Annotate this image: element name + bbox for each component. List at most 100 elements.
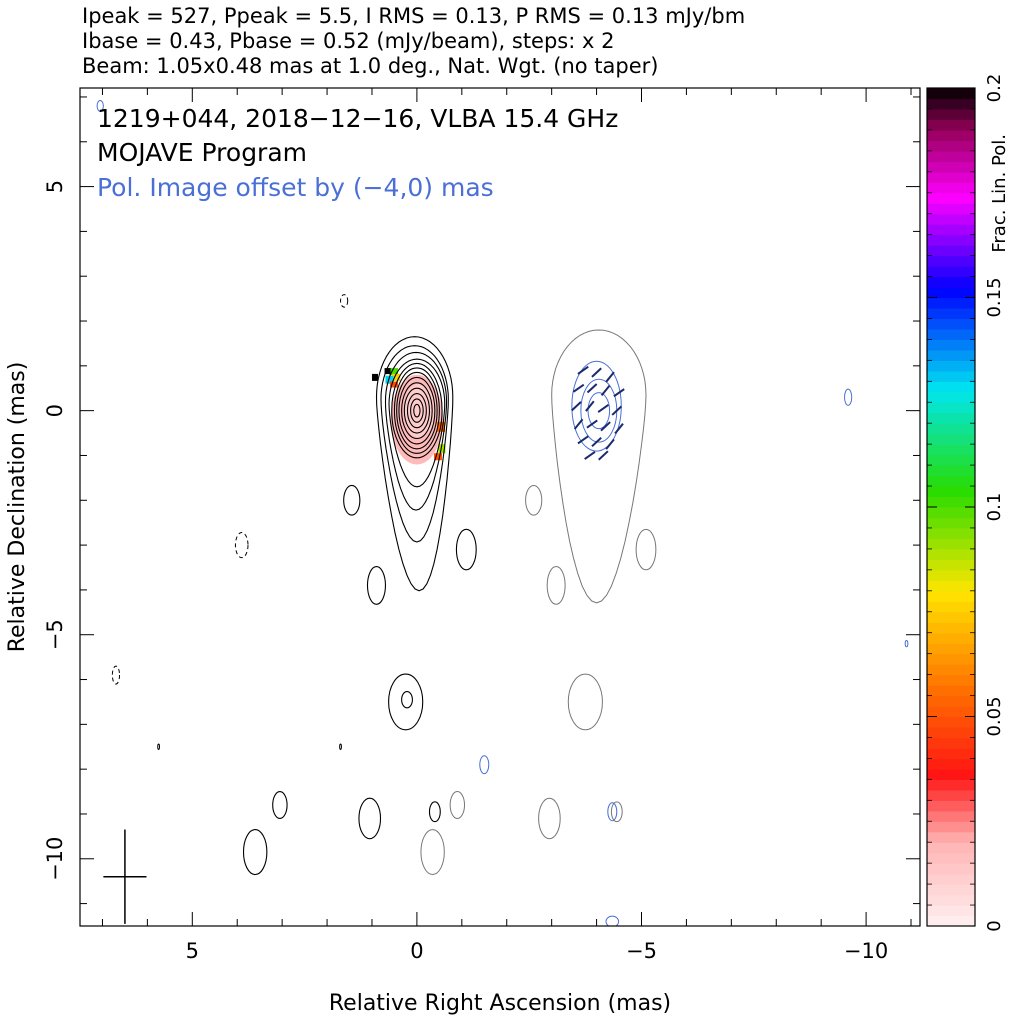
colorbar-step bbox=[927, 517, 975, 529]
colorbar-step bbox=[927, 266, 975, 278]
linear-polarization-contour-island bbox=[96, 100, 104, 112]
colorbar-step bbox=[927, 98, 975, 110]
colorbar-step bbox=[927, 287, 975, 299]
colorbar-step bbox=[927, 852, 975, 864]
colorbar-step bbox=[927, 297, 975, 309]
evpa-stick bbox=[611, 405, 623, 416]
colorbar-step bbox=[927, 307, 975, 320]
colorbar-step bbox=[927, 140, 975, 152]
polarization-contour-island bbox=[538, 797, 561, 840]
linear-polarization-contour-island bbox=[607, 802, 618, 822]
fracpol-core-inner bbox=[403, 383, 435, 438]
linear-polarization-contour-island bbox=[904, 640, 909, 648]
colorbar-tick-label: 0.2 bbox=[984, 74, 1005, 103]
total-intensity-contour-island bbox=[455, 528, 477, 571]
colorbar-ticks: 0 0.05 0.1 0.15 0.2 bbox=[927, 74, 1005, 932]
colorbar-step bbox=[927, 664, 975, 676]
colorbar-step bbox=[927, 496, 975, 508]
evpa-stick bbox=[613, 388, 625, 398]
colorbar-step bbox=[927, 831, 975, 843]
total-intensity-contour-island bbox=[428, 801, 441, 823]
colorbar-step bbox=[927, 171, 975, 183]
total-intensity-contour bbox=[388, 358, 446, 488]
total-intensity-contour-speck bbox=[157, 743, 161, 750]
header-line-3: Beam: 1.05x0.48 mas at 1.0 deg., Nat. Wg… bbox=[82, 54, 658, 78]
evpa-stick bbox=[573, 418, 584, 430]
total-intensity-contour-island bbox=[358, 797, 382, 840]
total-intensity-contour bbox=[380, 345, 449, 543]
fracpol-pixel bbox=[433, 453, 442, 461]
colorbar-step bbox=[927, 894, 975, 906]
header-line-1: Ipeak = 527, Ppeak = 5.5, I RMS = 0.13, … bbox=[82, 4, 745, 28]
colorbar-tick-label: 0.15 bbox=[984, 277, 1005, 317]
linear-polarization-contour-island bbox=[479, 755, 490, 775]
colorbar: 0 0.05 0.1 0.15 0.2 Frac. Lin. Pol. bbox=[926, 74, 1010, 932]
colorbar-step bbox=[927, 423, 975, 435]
evpa-stick bbox=[584, 451, 596, 460]
colorbar-step bbox=[927, 486, 975, 498]
evpa-stick bbox=[586, 419, 598, 429]
total-intensity-contour bbox=[410, 398, 424, 423]
colorbar-step bbox=[927, 737, 975, 749]
linear-polarization-contour bbox=[587, 392, 611, 430]
x-axis-label: Relative Right Ascension (mas) bbox=[329, 991, 671, 1016]
colorbar-step bbox=[927, 129, 975, 141]
colorbar-step bbox=[927, 391, 975, 403]
colorbar-step bbox=[927, 224, 975, 236]
evpa-stick bbox=[591, 437, 602, 448]
colorbar-step bbox=[927, 863, 975, 875]
total-intensity-contour-island bbox=[242, 829, 268, 876]
colorbar-step bbox=[927, 360, 975, 372]
total-intensity-contour-outer bbox=[375, 336, 454, 592]
linear-polarization-contour bbox=[571, 360, 622, 452]
evpa-stick bbox=[571, 401, 582, 412]
colorbar-step bbox=[927, 538, 975, 550]
colorbar-step bbox=[927, 685, 975, 697]
negative-contour bbox=[111, 665, 121, 685]
evpa-stick bbox=[605, 371, 615, 383]
title-source-line: 1219+044, 2018−12−16, VLBA 15.4 GHz bbox=[97, 104, 618, 133]
total-intensity-contour bbox=[384, 351, 448, 511]
evpa-stick bbox=[605, 438, 615, 450]
colorbar-step bbox=[927, 611, 975, 623]
fracpol-pixel bbox=[392, 373, 401, 381]
colorbar-tick-label: 0.1 bbox=[984, 493, 1005, 522]
evpa-stick bbox=[600, 384, 611, 397]
negative-contour bbox=[234, 532, 249, 559]
colorbar-step bbox=[927, 475, 975, 487]
fracpol-pixel bbox=[371, 373, 378, 381]
polarization-contour-island bbox=[525, 484, 543, 516]
colorbar-step bbox=[927, 590, 975, 602]
colorbar-step bbox=[927, 706, 975, 718]
fracpol-pixel bbox=[389, 381, 398, 388]
negative-contour bbox=[340, 294, 349, 308]
colorbar-step bbox=[927, 622, 975, 634]
colorbar-step bbox=[927, 318, 975, 330]
beam-symbol bbox=[103, 829, 147, 924]
plot-frame bbox=[79, 87, 921, 927]
total-intensity-contour-island bbox=[401, 691, 413, 709]
colorbar-step bbox=[927, 245, 975, 257]
colorbar-step bbox=[927, 339, 975, 351]
colorbar-tick-label: 0 bbox=[984, 920, 1005, 931]
colorbar-step bbox=[927, 465, 975, 477]
evpa-stick bbox=[598, 450, 609, 461]
x-tick-label: −5 bbox=[626, 939, 657, 963]
header-line-2: Ibase = 0.43, Pbase = 0.52 (mJy/beam), s… bbox=[82, 29, 614, 53]
y-tick-label: −10 bbox=[43, 837, 67, 881]
colorbar-step bbox=[927, 381, 975, 393]
colorbar-step bbox=[927, 192, 975, 204]
total-intensity-contour bbox=[413, 403, 421, 418]
colorbar-step bbox=[927, 779, 975, 791]
colorbar-gradient bbox=[927, 88, 975, 927]
evpa-stick bbox=[577, 365, 589, 375]
total-intensity-contour-island bbox=[272, 790, 288, 820]
total-intensity-contour bbox=[406, 393, 427, 429]
colorbar-step bbox=[927, 433, 975, 445]
total-intensity-contour-island bbox=[343, 484, 361, 516]
total-intensity-contour bbox=[396, 371, 438, 450]
colorbar-step bbox=[927, 695, 975, 707]
evpa-stick bbox=[614, 423, 624, 435]
program-line: MOJAVE Program bbox=[97, 138, 307, 167]
